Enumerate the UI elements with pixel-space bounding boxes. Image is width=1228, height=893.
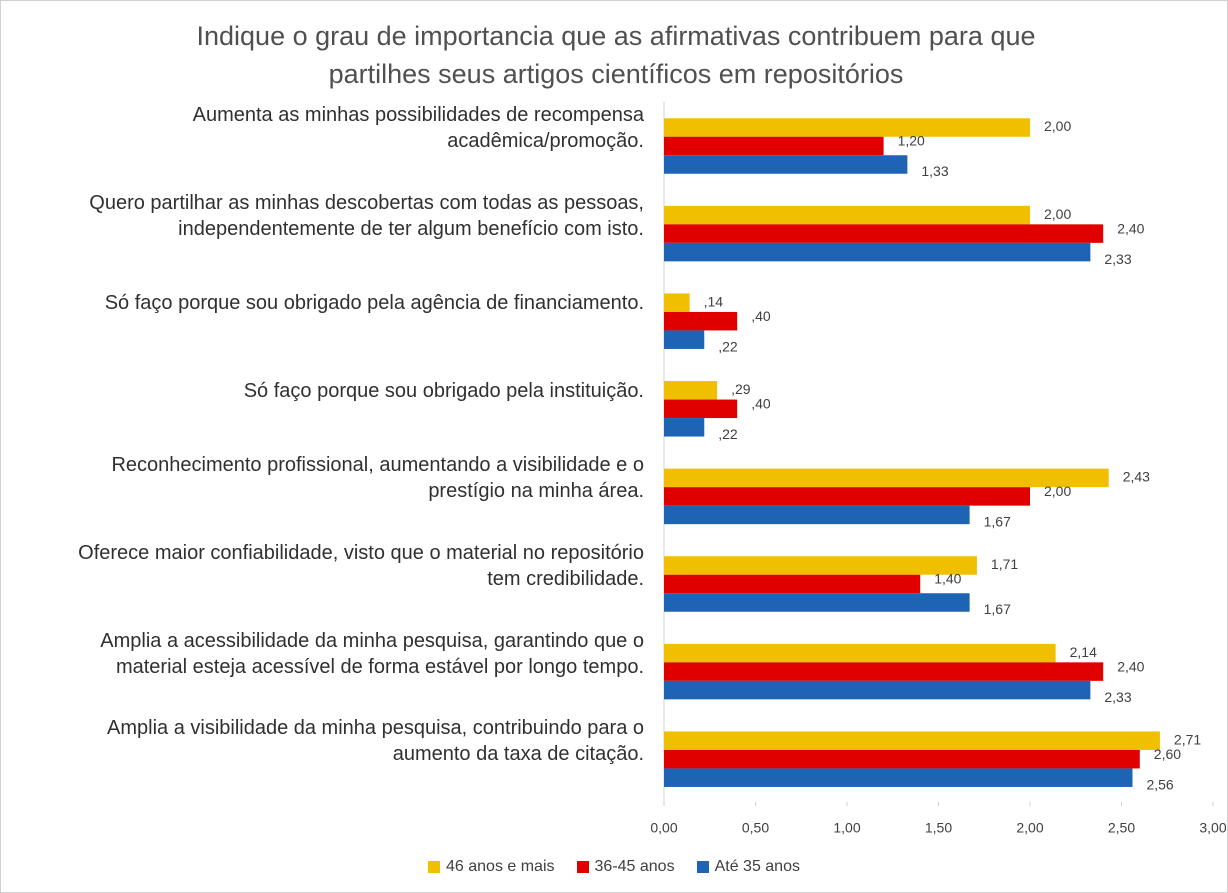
category-label: Oferece maior confiabilidade, visto que … (78, 542, 644, 590)
value-label: 2,33 (1104, 251, 1131, 267)
category-label: Aumenta as minhas possibilidades de reco… (192, 104, 644, 152)
category-label: Quero partilhar as minhas descobertas co… (89, 191, 644, 240)
bar (664, 293, 690, 312)
bar (664, 242, 1091, 262)
category-label: Reconhecimento profissional, aumentando … (111, 454, 644, 503)
bar (664, 330, 705, 349)
x-tick-label: 1,50 (925, 820, 952, 836)
legend-label: 46 anos e mais (446, 858, 555, 875)
bar (664, 593, 970, 612)
x-tick-label: 2,00 (1016, 820, 1043, 836)
legend: 46 anos e mais 36-45 anos Até 35 anos (1, 858, 1227, 876)
x-tick-label: 0,00 (650, 820, 677, 836)
value-label: 2,40 (1117, 220, 1144, 236)
value-label: 1,71 (991, 556, 1018, 572)
bar (664, 311, 738, 331)
legend-item: 46 anos e mais (428, 858, 555, 876)
legend-item: 36-45 anos (576, 858, 675, 876)
bar (664, 768, 1133, 787)
value-label: 2,33 (1104, 689, 1131, 705)
legend-label: Até 35 anos (714, 858, 800, 875)
x-tick-label: 2,50 (1108, 820, 1135, 836)
bar (664, 662, 1104, 681)
legend-swatch (696, 861, 709, 873)
category-label: Só faço porque sou obrigado pela agência… (104, 292, 644, 315)
legend-label: 36-45 anos (594, 858, 675, 875)
value-label: 2,43 (1123, 469, 1150, 485)
legend-item: Até 35 anos (696, 858, 800, 876)
x-tick-label: 1,00 (833, 820, 860, 836)
value-label: 2,40 (1117, 658, 1144, 674)
value-label: ,22 (718, 338, 738, 354)
value-label: ,40 (751, 396, 771, 412)
bar (664, 418, 705, 437)
bar (664, 643, 1056, 663)
value-label: 1,67 (984, 601, 1011, 617)
x-tick-label: 3,00 (1199, 820, 1226, 836)
value-label: ,40 (751, 308, 771, 324)
value-label: 2,00 (1044, 206, 1071, 222)
bar (664, 155, 908, 174)
value-label: ,29 (731, 381, 751, 397)
value-label: 1,40 (934, 571, 961, 587)
bar (664, 731, 1160, 750)
bar (664, 749, 1140, 769)
bar (664, 224, 1104, 243)
value-label: 1,67 (984, 514, 1011, 530)
value-label: 2,56 (1146, 776, 1173, 792)
bar (664, 399, 738, 419)
bar (664, 487, 1030, 506)
value-label: 2,00 (1044, 118, 1071, 134)
bar (664, 556, 977, 575)
value-label: 2,14 (1070, 644, 1097, 660)
value-label: ,14 (704, 293, 724, 309)
value-label: 1,33 (921, 163, 948, 179)
bar (664, 381, 718, 400)
category-label: Amplia a visibilidade da minha pesquisa,… (107, 717, 644, 766)
value-label: 1,20 (898, 133, 925, 149)
bar (664, 505, 970, 525)
bar (664, 468, 1109, 488)
category-label: Só faço porque sou obrigado pela institu… (243, 379, 644, 402)
bar (664, 136, 884, 156)
chart-title: Indique o grau de importancia que as afi… (196, 21, 1036, 89)
bar (664, 574, 921, 594)
legend-swatch (576, 861, 589, 873)
value-label: ,22 (718, 426, 738, 442)
category-label: Amplia a acessibilidade da minha pesquis… (100, 629, 644, 678)
bar (664, 118, 1030, 137)
value-label: 2,60 (1154, 746, 1181, 762)
value-label: 2,71 (1174, 731, 1201, 747)
bar (664, 680, 1091, 700)
value-label: 2,00 (1044, 483, 1071, 499)
bar (664, 205, 1030, 225)
x-tick-label: 0,50 (742, 820, 769, 836)
legend-swatch (428, 861, 440, 873)
